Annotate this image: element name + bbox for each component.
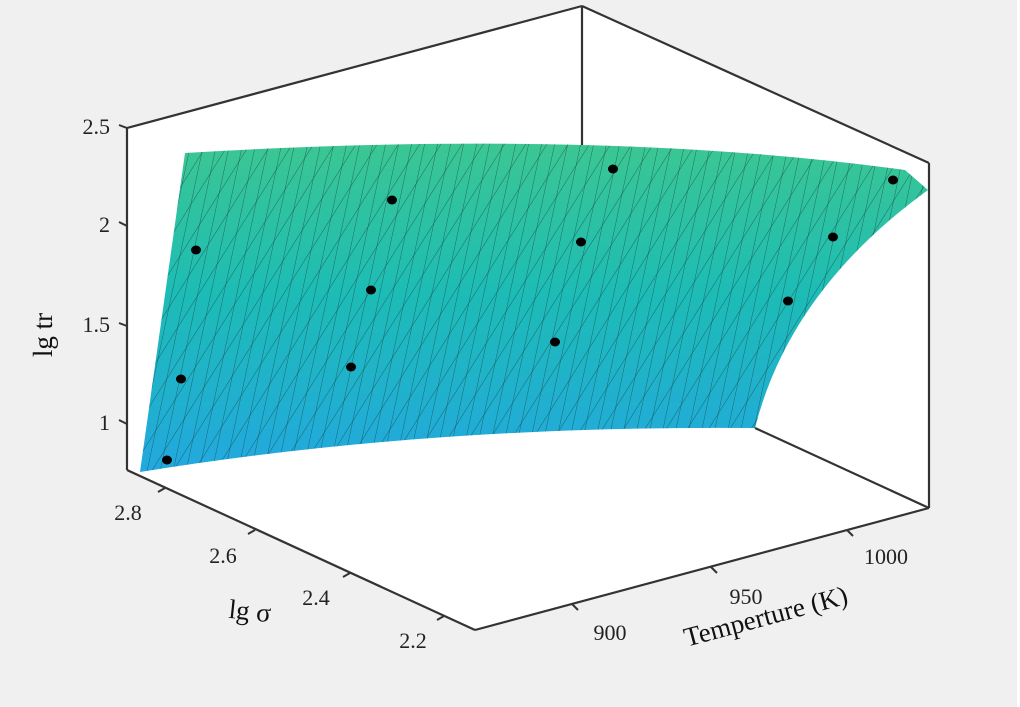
axes-box-back — [126, 4, 930, 509]
x-axis-tick-labels: 900 950 1000 — [594, 544, 909, 645]
x-axis-label: Temperture (K) — [681, 580, 851, 653]
x-tick-label: 900 — [594, 620, 627, 645]
scatter-points — [162, 164, 898, 465]
x-tick-label: 950 — [730, 584, 763, 609]
y-tick-label: 2.8 — [114, 500, 142, 525]
data-point — [828, 232, 838, 242]
y-tick-label: 2.4 — [302, 585, 330, 610]
z-tick-label: 2.5 — [83, 114, 111, 139]
z-axis-label: lg tr — [28, 313, 58, 357]
data-point — [608, 164, 618, 174]
data-point — [176, 374, 186, 384]
data-point — [550, 337, 560, 347]
data-point — [191, 245, 201, 255]
data-point — [783, 296, 793, 306]
y-tick-label: 2.2 — [399, 628, 427, 653]
z-tick-label: 1.5 — [83, 312, 111, 337]
data-point — [162, 455, 172, 465]
z-axis-tick-labels: 2.5 2 1.5 1 — [83, 114, 111, 435]
x-tick-label: 1000 — [864, 544, 908, 569]
data-point — [366, 285, 376, 295]
y-axis-label: lg σ — [227, 594, 273, 628]
y-axis-ticks — [157, 487, 445, 621]
x-axis-ticks — [571, 529, 854, 611]
data-point — [576, 237, 586, 247]
x-axis-line — [474, 506, 930, 632]
data-point — [888, 175, 898, 185]
z-tick-label: 1 — [99, 410, 110, 435]
z-tick-label: 2 — [99, 212, 110, 237]
y-tick-label: 2.6 — [209, 543, 237, 568]
z-axis-ticks — [118, 124, 128, 425]
data-point — [346, 362, 356, 372]
y-axis-line — [126, 469, 476, 631]
image-border — [1017, 0, 1020, 707]
data-point — [387, 195, 397, 205]
y-axis-tick-labels: 2.8 2.6 2.4 2.2 — [114, 500, 427, 653]
axes-box-front — [125, 128, 931, 632]
